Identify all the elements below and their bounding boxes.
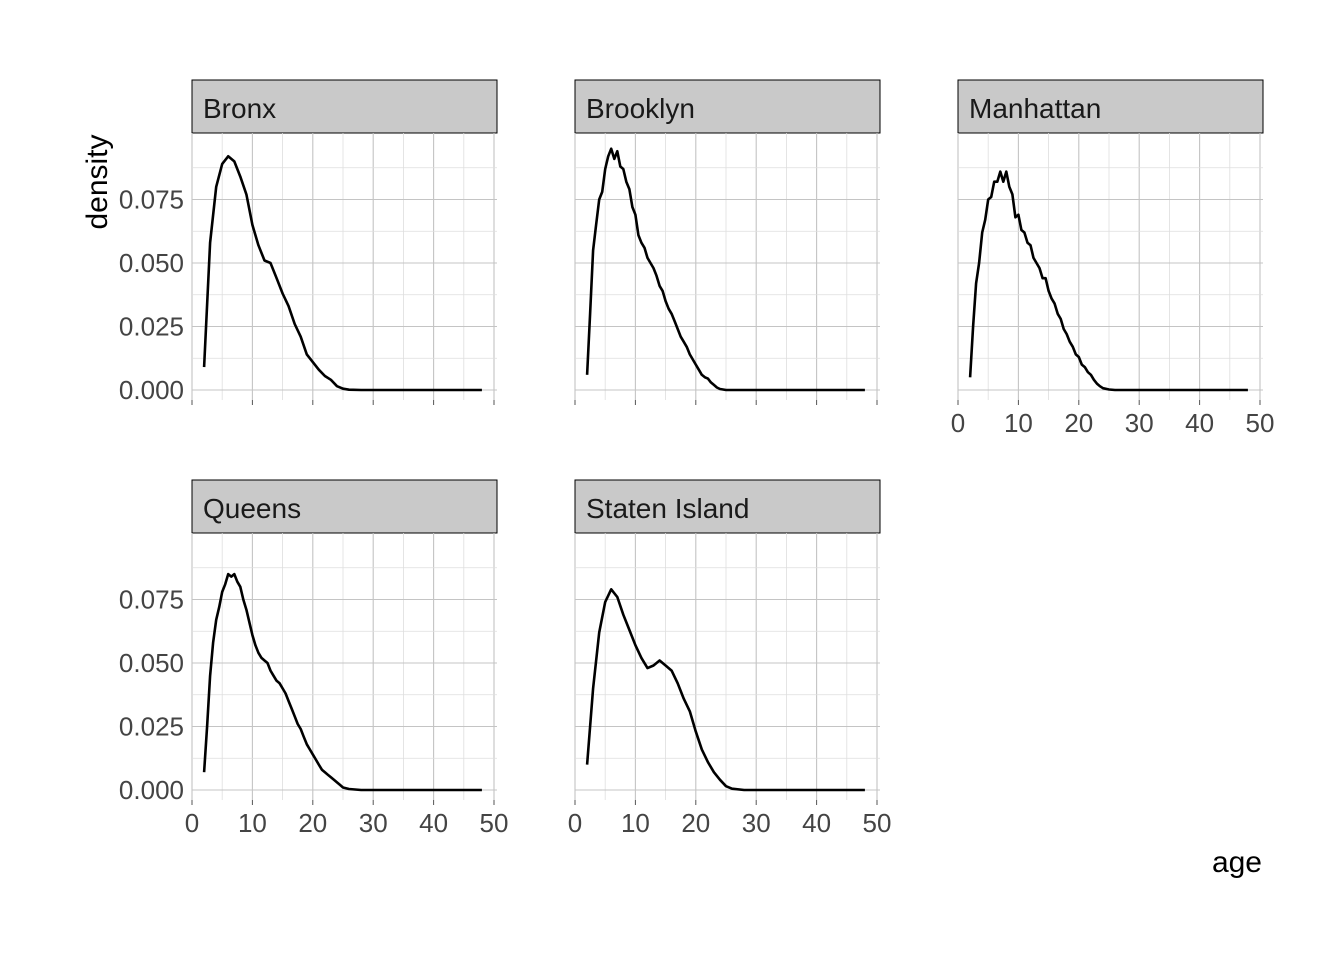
strip-queens <box>191 479 498 534</box>
panel-brooklyn: Brooklyn <box>574 79 881 405</box>
facet-panels: Bronx 0.000 0.025 0.050 0.075 Brooklyn Manhatt… <box>119 79 1275 838</box>
y-tick-label: 0.050 <box>119 648 184 678</box>
density-line-staten-island <box>585 588 865 792</box>
strip-label-bronx: Bronx <box>203 93 276 124</box>
x-tick-label: 10 <box>621 808 650 838</box>
panel-manhattan: Manhattan 0 10 20 30 40 50 <box>951 79 1275 438</box>
strip-manhattan <box>957 79 1264 134</box>
x-tick-label: 50 <box>480 808 509 838</box>
x-tick-label: 20 <box>298 808 327 838</box>
x-tick-label: 50 <box>863 808 892 838</box>
strip-bronx <box>191 79 498 134</box>
x-tick-label: 0 <box>185 808 199 838</box>
x-tick-label: 30 <box>359 808 388 838</box>
x-tick-label: 50 <box>1246 408 1275 438</box>
y-tick-label: 0.025 <box>119 712 184 742</box>
y-tick-label: 0.075 <box>119 585 184 615</box>
y-tick-label: 0.000 <box>119 775 184 805</box>
y-tick-label: 0.000 <box>119 375 184 405</box>
x-tick-label: 40 <box>802 808 831 838</box>
x-tick-label: 40 <box>419 808 448 838</box>
strip-label-brooklyn: Brooklyn <box>586 93 695 124</box>
y-tick-label: 0.050 <box>119 248 184 278</box>
y-tick-label: 0.075 <box>119 185 184 215</box>
density-line-bronx <box>202 155 482 392</box>
panel-staten-island: Staten Island 0 10 20 30 40 50 <box>568 479 892 838</box>
strip-label-staten-island: Staten Island <box>586 493 749 524</box>
panel-bronx: Bronx 0.000 0.025 0.050 0.075 <box>119 79 498 405</box>
density-line-manhattan <box>968 170 1248 392</box>
x-tick-label: 10 <box>1004 408 1033 438</box>
x-tick-label: 40 <box>1185 408 1214 438</box>
x-tick-label: 0 <box>568 808 582 838</box>
strip-brooklyn <box>574 79 881 134</box>
panel-queens: Queens 0.000 0.025 0.050 0.075 0 10 20 30 40 50 <box>119 479 509 838</box>
strip-label-queens: Queens <box>203 493 301 524</box>
x-tick-label: 30 <box>1125 408 1154 438</box>
y-tick-label: 0.025 <box>119 312 184 342</box>
x-axis-title: age <box>1212 846 1262 879</box>
x-tick-label: 30 <box>742 808 771 838</box>
strip-label-manhattan: Manhattan <box>969 93 1101 124</box>
x-tick-label: 20 <box>1064 408 1093 438</box>
strip-staten-island <box>574 479 881 534</box>
x-tick-label: 10 <box>238 808 267 838</box>
density-line-queens <box>202 572 482 792</box>
y-axis-title: density <box>81 134 114 229</box>
x-tick-label: 0 <box>951 408 965 438</box>
density-line-brooklyn <box>585 147 865 392</box>
x-tick-label: 20 <box>681 808 710 838</box>
